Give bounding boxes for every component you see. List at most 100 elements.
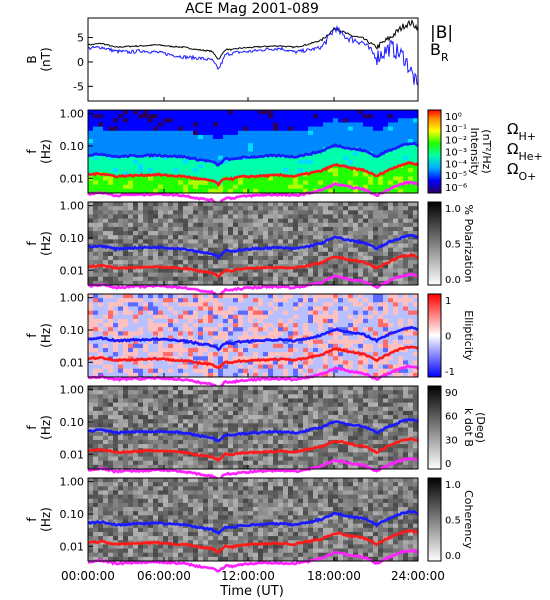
colorbar-tick-label: 10⁻⁴ — [445, 159, 467, 170]
series-line-b-magnitude — [87, 19, 419, 60]
gyrofrequency-line-he — [87, 529, 419, 555]
spectrogram-3 — [88, 202, 419, 286]
colorbar-tick-label: 0 — [445, 459, 451, 470]
x-tick-label: 24:00:00 — [391, 569, 445, 583]
colorbar-tick-label: 1.0 — [445, 480, 461, 491]
y-tick-label: 0 — [77, 56, 84, 69]
panel-3: 1.0 0.5 0.0% Polarization 1.00 0.10 0.01 f (Hz) — [25, 200, 475, 297]
figure-title: ACE Mag 2001-089 — [185, 1, 319, 17]
x-tick-label: 06:00:00 — [137, 569, 191, 583]
colorbar-tick-label: 10⁻⁵ — [445, 171, 467, 182]
y-axis-label: f — [25, 333, 39, 338]
spectrogram-4 — [88, 294, 419, 378]
y-tick-label: 1.00 — [60, 200, 85, 213]
colorbar-tick-label: 30 — [445, 435, 458, 446]
colorbar-label: Intensity — [468, 128, 481, 176]
y-axis-unit: (Hz) — [39, 139, 53, 164]
y-tick-label: 0.10 — [60, 508, 85, 521]
panel-4: 1 0 -1 Ellipticity 1.00 0.10 0.01 f (Hz) — [25, 292, 475, 391]
plot-frame — [87, 385, 419, 470]
colorbar-tick-label: 10⁰ — [445, 112, 462, 123]
y-axis-label: f — [25, 425, 39, 430]
gyrofrequency-line-h — [87, 509, 419, 536]
legend-gyrofrequency-o: ΩO+ — [507, 160, 536, 183]
y-axis-label: B — [25, 55, 39, 63]
legend-b-r: BR — [430, 40, 449, 64]
y-axis-label: f — [25, 517, 39, 522]
colorbar-tick-label: 0.0 — [445, 551, 461, 562]
y-axis-unit: (Hz) — [39, 507, 53, 532]
colorbar-tick-label: 60 — [445, 412, 458, 423]
x-axis-label: Time (UT) — [219, 584, 284, 599]
y-tick-label: 1.00 — [60, 108, 85, 121]
colorbar-3 — [427, 201, 442, 286]
colorbar-label: (nT²/Hz) — [480, 129, 493, 173]
colorbar-5 — [427, 385, 442, 470]
y-axis-label: f — [25, 149, 39, 154]
colorbar-tick-label: -1 — [445, 367, 455, 378]
gyrofrequency-line-h — [87, 142, 419, 167]
y-tick-label: 5 — [77, 32, 84, 45]
legend-gyrofrequency-he: ΩHe+ — [507, 140, 543, 163]
gyrofrequency-line-o — [87, 272, 419, 297]
gyrofrequency-line-he — [87, 252, 419, 278]
y-tick-label: 0.01 — [60, 540, 85, 553]
colorbar-tick-label: 90 — [445, 388, 458, 399]
gyrofrequency-line-he — [87, 160, 419, 188]
gyrofrequency-line-he — [87, 436, 419, 463]
y-tick-label: 0.10 — [60, 232, 85, 245]
colorbar-4 — [427, 293, 442, 378]
colorbar-label: k dot B — [462, 408, 475, 447]
panel-1: 5 0 -5 B (nT) — [25, 17, 419, 102]
spectrogram-6 — [88, 478, 419, 562]
legend-b-magnitude: |B| — [430, 23, 453, 43]
y-axis-unit: (Hz) — [39, 415, 53, 440]
panel-5: 90 60 30 0 k dot B (Deg) 1.00 0.10 0.01 f (Hz) — [25, 384, 487, 482]
y-axis-label: f — [25, 241, 39, 246]
colorbar-tick-label: 1.0 — [445, 204, 461, 215]
y-axis-unit: (Hz) — [39, 323, 53, 348]
y-tick-label: 1.00 — [60, 476, 85, 489]
plot-frame — [87, 201, 419, 286]
y-tick-label: 0.01 — [60, 264, 85, 277]
y-axis-unit: (Hz) — [39, 231, 53, 256]
x-axis: Time (UT) 00:00:00 06:00:00 12:00:00 18:00:… — [61, 569, 445, 599]
colorbar-tick-label: 10⁻² — [445, 136, 467, 147]
y-tick-label: 0.10 — [60, 324, 85, 337]
colorbar-6 — [427, 477, 442, 562]
plot-frame — [87, 293, 419, 378]
y-tick-label: -5 — [73, 80, 84, 93]
panel-1-background — [88, 18, 418, 101]
plot-frame — [87, 17, 419, 102]
legend-gyrofrequency-h: ΩH+ — [507, 120, 536, 143]
y-tick-label: 0.01 — [60, 172, 85, 185]
y-tick-label: 0.01 — [60, 448, 85, 461]
colorbar-tick-label: 1 — [445, 296, 451, 307]
colorbar-tick-label: 10⁻³ — [445, 148, 467, 159]
plot-frame — [87, 477, 419, 562]
colorbar-label: (Deg) — [474, 412, 487, 443]
y-tick-label: 0.01 — [60, 356, 85, 369]
y-tick-label: 1.00 — [60, 384, 85, 397]
legend: |B|BR ΩH+ΩHe+ΩO+ — [430, 23, 543, 183]
y-tick-label: 0.10 — [60, 140, 85, 153]
colorbar-tick-label: 0.5 — [445, 240, 461, 251]
colorbar-tick-label: 0 — [445, 332, 451, 343]
x-tick-label: 18:00:00 — [307, 569, 361, 583]
y-tick-label: 0.10 — [60, 416, 85, 429]
y-tick-label: 1.00 — [60, 292, 85, 305]
gyrofrequency-line-o — [87, 457, 419, 482]
colorbar-2 — [427, 109, 442, 194]
gyrofrequency-line-h — [87, 233, 419, 261]
plot-frame — [87, 109, 419, 194]
x-tick-label: 12:00:00 — [221, 569, 275, 583]
gyrofrequency-line-o — [87, 549, 419, 573]
gyrofrequency-line-he — [87, 345, 419, 369]
colorbar-label: Ellipticity — [462, 310, 475, 361]
colorbar-tick-label: 0.5 — [445, 516, 461, 527]
colorbar-label: Coherency — [462, 490, 475, 549]
gyrofrequency-line-o — [87, 180, 418, 206]
